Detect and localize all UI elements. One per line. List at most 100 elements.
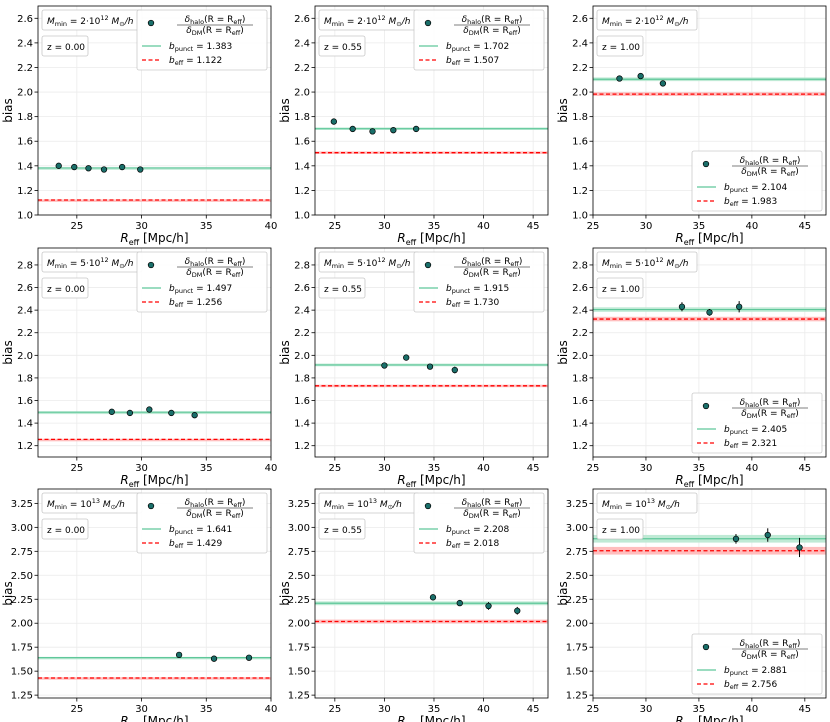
y-tick-label: 2.75 <box>11 547 33 558</box>
y-tick-label: 2.4 <box>17 38 33 49</box>
data-point <box>108 408 115 415</box>
y-tick-label: 1.8 <box>294 373 310 384</box>
b: b <box>169 539 175 549</box>
y-axis-label: bias <box>556 98 570 123</box>
ratio-r: (R = R <box>204 15 233 25</box>
x-axis-label: Reff [Mpc/h] <box>675 231 743 247</box>
legend-ratio-denominator: δDM(R = Reff) <box>741 650 798 661</box>
legend-ratio-numerator: δhalo(R = Reff) <box>185 15 246 26</box>
mmin-box-frame <box>596 251 698 273</box>
mmin-label: Mmin = 5·1012 M⊙/h <box>324 256 411 270</box>
panel-0-1: 25 30 35 40 45 1.0 1.2 1.4 1.6 1.8 2.0 2.2 2.4 2.6 bia… <box>278 5 549 247</box>
b-eff-band <box>315 619 548 624</box>
mmin-m: M <box>324 259 332 269</box>
b-eff-value: = 2.321 <box>738 439 777 449</box>
ratio-close: ) <box>797 156 801 166</box>
mmin-sub: min <box>55 20 67 28</box>
x-tick-label: 45 <box>527 221 540 232</box>
x-label-r: R <box>397 231 405 245</box>
x-tick-label: 45 <box>527 704 540 715</box>
z-label: z = 1.00 <box>602 285 640 295</box>
x-label-sub: eff <box>684 480 695 489</box>
b-eff-value: = 1.730 <box>460 298 499 308</box>
x-tick-label: 35 <box>693 463 706 474</box>
z-box: z = 0.55 <box>318 518 366 540</box>
mmin-box: Mmin = 1013 M⊙/h <box>318 492 420 514</box>
ratio-r: (R = R <box>202 268 231 278</box>
z-label: z = 0.00 <box>47 43 85 53</box>
b-sub: punct <box>175 528 194 536</box>
ratio-r: (R = R <box>481 15 510 25</box>
z-box: z = 0.00 <box>41 518 89 540</box>
x-tick-label: 40 <box>745 221 758 232</box>
mmin-sub: min <box>332 503 344 511</box>
legend-ratio-denominator: δDM(R = Reff) <box>741 409 798 420</box>
data-point <box>678 303 686 310</box>
legend-b-eff: beff = 2.018 <box>446 539 500 550</box>
legend-b-eff: beff = 1.983 <box>724 197 777 208</box>
y-tick-label: 2.0 <box>17 351 33 362</box>
x-axis-label: Reff [Mpc/h] <box>397 473 465 489</box>
b-punct-value: = 1.641 <box>193 525 232 535</box>
ratio-delta: δ <box>186 509 192 519</box>
mmin-exp: 12 <box>100 256 108 264</box>
mmin-unit-m: M <box>377 500 388 510</box>
b-eff-value: = 2.018 <box>460 539 499 549</box>
x-axis-label: Reff [Mpc/h] <box>120 714 188 722</box>
x-tick-label: 40 <box>745 704 758 715</box>
y-tick-label: 1.4 <box>294 419 310 430</box>
z-box-frame <box>596 277 644 299</box>
b-punct-band <box>38 167 271 170</box>
y-tick-label: 1.8 <box>572 112 588 123</box>
mmin-sub: min <box>610 503 622 511</box>
y-tick-label: 2.25 <box>288 595 310 606</box>
ratio-dm: DM <box>192 512 203 520</box>
panel-2-2: 25 30 35 40 45 1.25 1.50 1.75 2.00 2.25 2.50 2.75 3.… <box>556 488 827 722</box>
mmin-m: M <box>324 17 332 27</box>
mmin-unit-sun: ⊙ <box>674 262 679 270</box>
plot-frame <box>592 488 827 699</box>
y-tick-label: 2.6 <box>294 283 310 294</box>
ratio-r: (R = R <box>479 509 508 519</box>
x-tick-label: 45 <box>798 221 811 232</box>
x-axis-label: Reff [Mpc/h] <box>397 714 465 722</box>
y-tick-label: 1.8 <box>17 112 33 123</box>
y-tick-label: 1.2 <box>17 441 33 452</box>
z-label: z = 0.00 <box>47 526 85 536</box>
x-tick-label: 45 <box>798 704 811 715</box>
x-tick-label: 35 <box>200 463 213 474</box>
mmin-unit-h: /h <box>115 500 125 510</box>
x-tick-label: 40 <box>265 704 278 715</box>
ratio-delta: δ <box>741 409 747 419</box>
x-tick-label: 30 <box>135 704 148 715</box>
ratio-close: ) <box>240 26 244 36</box>
b: b <box>446 539 452 549</box>
y-axis-label: bias <box>1 340 15 365</box>
legend-marker <box>702 160 710 168</box>
ratio-close: ) <box>519 257 523 267</box>
y-tick-label: 2.8 <box>17 260 33 271</box>
legend-ratio-numerator: δhalo(R = Reff) <box>740 156 801 167</box>
y-tick-label: 1.2 <box>572 441 588 452</box>
plot-frame <box>314 5 549 216</box>
ratio-dm: DM <box>469 29 480 37</box>
legend-ratio-denominator: δDM(R = Reff) <box>186 509 243 520</box>
b-sub: punct <box>175 45 194 53</box>
ratio-r: (R = R <box>757 650 786 660</box>
ratio-delta: δ <box>741 650 747 660</box>
z-label: z = 1.00 <box>602 526 640 536</box>
b-eff-band <box>38 199 271 202</box>
mmin-unit-h: /h <box>392 500 402 510</box>
legend-b-punct: bpunct = 2.405 <box>724 425 787 436</box>
data-point <box>390 127 397 134</box>
panel-1-1: 25 30 35 40 45 1.2 1.4 1.6 1.8 2.0 2.2 2.4 2.6 2.8 bia… <box>278 247 549 489</box>
mmin-unit-sun: ⊙ <box>674 20 679 28</box>
mmin-m: M <box>47 17 55 27</box>
x-tick-label: 25 <box>328 704 341 715</box>
mmin-m: M <box>602 17 610 27</box>
b-punct-value: = 1.702 <box>470 42 509 52</box>
legend: δhalo(R = Reff)δDM(R = Reff)bpunct = 2.4… <box>691 392 823 454</box>
ratio-close: ) <box>517 509 521 519</box>
z-box: z = 1.00 <box>596 518 644 540</box>
y-tick-label: 2.0 <box>294 88 310 99</box>
